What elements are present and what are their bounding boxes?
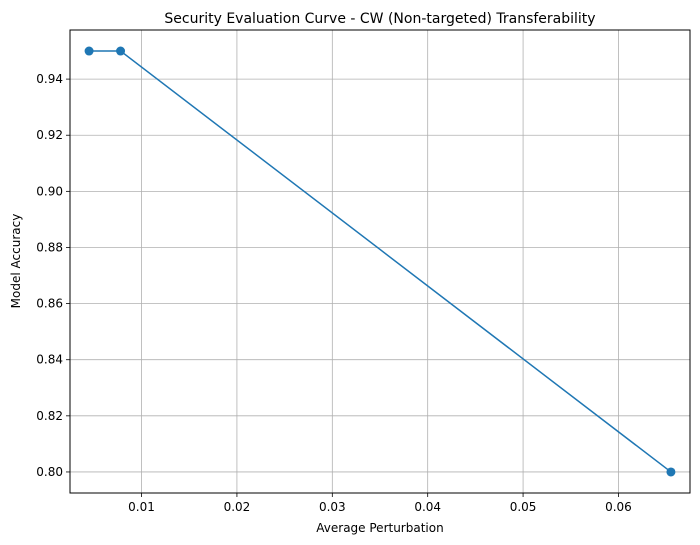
y-tick-label: 0.80 bbox=[36, 465, 63, 479]
y-tick-label: 0.84 bbox=[36, 353, 63, 367]
y-tick-label: 0.86 bbox=[36, 297, 63, 311]
y-tick-label: 0.82 bbox=[36, 409, 63, 423]
x-axis: 0.01 0.02 0.03 0.04 0.05 0.06 bbox=[128, 493, 632, 514]
y-tick-label: 0.90 bbox=[36, 184, 63, 198]
x-tick-label: 0.03 bbox=[319, 500, 346, 514]
series-line bbox=[89, 50, 672, 473]
plot-frame bbox=[69, 29, 691, 494]
x-axis-label: Average Perturbation bbox=[316, 521, 443, 535]
series-group bbox=[84, 46, 676, 477]
y-tick-label: 0.94 bbox=[36, 72, 63, 86]
data-point bbox=[666, 467, 676, 477]
y-axis: 0.80 0.82 0.84 0.86 0.88 0.90 0.92 0.94 bbox=[36, 72, 70, 479]
data-point bbox=[116, 46, 126, 56]
data-point bbox=[84, 46, 94, 56]
grid-lines bbox=[70, 30, 690, 493]
y-tick-label: 0.88 bbox=[36, 240, 63, 254]
chart-title: Security Evaluation Curve - CW (Non-targ… bbox=[164, 11, 595, 27]
x-tick-label: 0.02 bbox=[224, 500, 251, 514]
y-tick-label: 0.92 bbox=[36, 128, 63, 142]
x-tick-label: 0.05 bbox=[510, 500, 537, 514]
x-tick-label: 0.01 bbox=[128, 500, 155, 514]
y-axis-label: Model Accuracy bbox=[9, 214, 23, 309]
x-tick-label: 0.06 bbox=[605, 500, 632, 514]
x-tick-label: 0.04 bbox=[414, 500, 441, 514]
